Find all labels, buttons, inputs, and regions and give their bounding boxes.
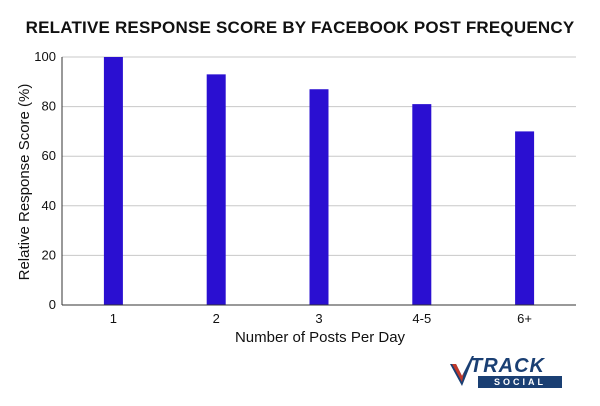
logo-accent [452,364,464,382]
x-tick-label: 4-5 [412,311,431,326]
y-tick-label: 100 [34,49,56,64]
x-tick-labels: 1 2 3 4-5 6+ [110,311,532,326]
checkmark-icon [450,356,474,386]
x-axis-label: Number of Posts Per Day [235,329,406,346]
x-tick-label: 1 [110,311,117,326]
chart-title: RELATIVE RESPONSE SCORE BY FACEBOOK POST… [25,18,575,37]
logo-text: TRACK [470,355,545,377]
bar [412,104,432,306]
logo-subtext: SOCIAL [478,376,562,388]
y-tick-label: 20 [42,247,56,262]
y-tick-label: 60 [42,148,56,163]
axes [61,57,576,306]
x-tick-label: 6+ [517,311,532,326]
y-tick-label: 40 [42,198,56,213]
y-tick-label: 80 [42,99,56,114]
bar [206,74,226,305]
bar [515,131,535,305]
track-social-logo: TRACK SOCIAL [450,356,565,390]
y-tick-label: 0 [49,297,56,312]
y-tick-labels: 0 20 40 60 80 100 [34,49,56,312]
x-tick-label: 3 [315,311,322,326]
bar [103,57,123,305]
bars [103,57,535,306]
y-axis-label: Relative Response Score (%) [16,84,33,281]
x-tick-label: 2 [213,311,220,326]
bar [309,89,329,306]
